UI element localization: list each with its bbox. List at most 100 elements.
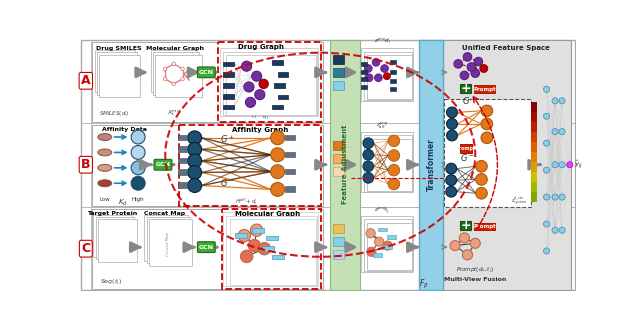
- Bar: [227, 215, 317, 286]
- Bar: [223, 61, 234, 66]
- Text: $Seq(t_j)$: $Seq(t_j)$: [100, 278, 122, 288]
- Text: C: C: [81, 242, 90, 255]
- Bar: [223, 94, 234, 98]
- Bar: [147, 217, 190, 263]
- Bar: [333, 167, 344, 176]
- Bar: [226, 55, 316, 115]
- Text: Concat Map: Concat Map: [166, 232, 170, 256]
- Circle shape: [241, 61, 252, 71]
- Text: +: +: [460, 82, 471, 95]
- Bar: [333, 237, 344, 246]
- Bar: [272, 255, 284, 259]
- Text: $G^-$: $G^-$: [220, 177, 234, 188]
- Bar: [92, 125, 323, 206]
- Circle shape: [454, 60, 463, 68]
- Text: Multi-View Fusion: Multi-View Fusion: [444, 277, 506, 282]
- Bar: [390, 60, 396, 64]
- Circle shape: [447, 107, 458, 118]
- Circle shape: [241, 250, 253, 263]
- Bar: [179, 125, 321, 206]
- Bar: [153, 52, 199, 95]
- Text: Unified Feature Space: Unified Feature Space: [462, 45, 550, 51]
- Bar: [278, 72, 289, 77]
- Circle shape: [271, 165, 285, 179]
- FancyBboxPatch shape: [197, 67, 215, 78]
- Circle shape: [463, 53, 472, 61]
- Circle shape: [447, 130, 458, 141]
- Bar: [149, 219, 193, 266]
- Bar: [235, 233, 246, 238]
- Circle shape: [552, 227, 558, 233]
- Circle shape: [383, 241, 392, 250]
- Text: $Prompt(d_o,t_j)$: $Prompt(d_o,t_j)$: [456, 266, 494, 276]
- Circle shape: [271, 131, 285, 145]
- Bar: [95, 217, 134, 259]
- Bar: [360, 77, 367, 81]
- Bar: [360, 216, 413, 272]
- Bar: [218, 42, 321, 122]
- Text: $SMILES(d_i)$: $SMILES(d_i)$: [99, 109, 129, 118]
- Circle shape: [543, 221, 550, 227]
- Circle shape: [566, 162, 573, 168]
- Text: Transformer: Transformer: [427, 138, 436, 191]
- Circle shape: [559, 98, 565, 104]
- Bar: [390, 70, 396, 74]
- Circle shape: [543, 167, 550, 173]
- Bar: [178, 146, 187, 152]
- Bar: [531, 143, 537, 152]
- Circle shape: [131, 146, 145, 159]
- Bar: [178, 182, 187, 188]
- Circle shape: [476, 174, 487, 185]
- Text: $F_\beta$: $F_\beta$: [419, 278, 429, 291]
- Bar: [223, 83, 234, 88]
- Bar: [531, 163, 537, 172]
- Bar: [460, 84, 472, 93]
- Bar: [266, 235, 278, 240]
- Bar: [378, 228, 387, 232]
- Circle shape: [446, 163, 457, 174]
- Text: Affinity Graph: Affinity Graph: [232, 127, 288, 133]
- Bar: [97, 52, 138, 95]
- Text: Molecular Graph: Molecular Graph: [235, 211, 300, 217]
- Circle shape: [481, 118, 493, 130]
- Circle shape: [374, 237, 384, 246]
- Bar: [382, 245, 392, 249]
- Bar: [178, 135, 187, 140]
- Circle shape: [388, 178, 400, 190]
- Bar: [360, 62, 367, 66]
- Text: Prompt: Prompt: [456, 146, 476, 151]
- Bar: [390, 87, 396, 91]
- Bar: [373, 253, 382, 257]
- Bar: [531, 193, 537, 202]
- Circle shape: [244, 82, 254, 92]
- Bar: [93, 215, 132, 257]
- Circle shape: [131, 176, 145, 190]
- Bar: [443, 40, 571, 290]
- Bar: [178, 158, 187, 163]
- Circle shape: [552, 162, 558, 168]
- Text: GCN: GCN: [199, 245, 214, 250]
- Circle shape: [255, 90, 265, 100]
- Circle shape: [271, 182, 285, 196]
- Circle shape: [374, 74, 382, 82]
- Text: Target Protein: Target Protein: [88, 211, 138, 216]
- Bar: [333, 224, 344, 233]
- Bar: [178, 169, 187, 175]
- Ellipse shape: [98, 180, 112, 187]
- Circle shape: [470, 238, 480, 248]
- Text: $H^{mol}d_i$: $H^{mol}d_i$: [252, 112, 270, 122]
- Bar: [531, 112, 537, 122]
- Text: B: B: [81, 158, 91, 171]
- Circle shape: [447, 119, 458, 129]
- Circle shape: [446, 175, 457, 185]
- Ellipse shape: [98, 133, 112, 141]
- Text: $z^{proj}_{aff}$: $z^{proj}_{aff}$: [376, 120, 388, 131]
- Bar: [278, 95, 289, 99]
- Text: $G^-$: $G^-$: [460, 152, 475, 163]
- Text: GCN: GCN: [156, 162, 170, 167]
- Text: $G^+$: $G^+$: [220, 133, 235, 145]
- Text: +: +: [460, 219, 471, 232]
- Bar: [364, 219, 412, 271]
- Bar: [99, 55, 140, 97]
- Text: NC=O: NC=O: [99, 63, 111, 67]
